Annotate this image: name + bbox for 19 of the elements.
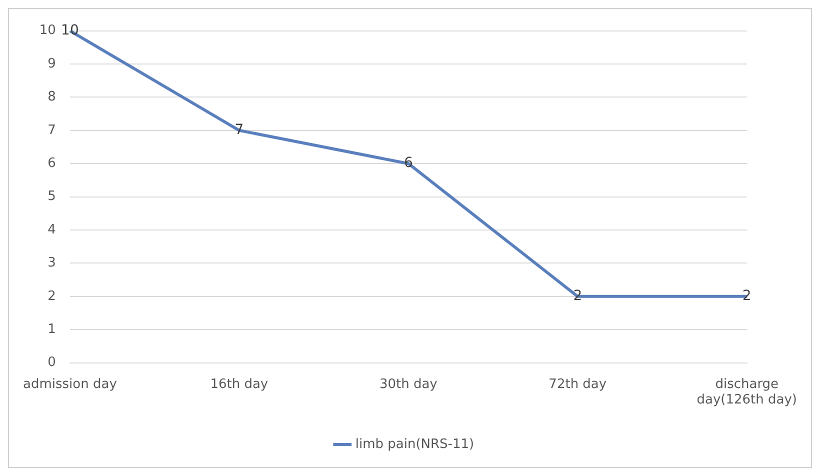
y-tick-label: 5 bbox=[48, 189, 56, 204]
legend-label: limb pain(NRS-11) bbox=[355, 436, 474, 452]
y-tick-label: 8 bbox=[48, 90, 56, 105]
x-tick-label: 16th day bbox=[210, 376, 268, 392]
y-tick-label: 6 bbox=[48, 156, 56, 171]
data-label: 2 bbox=[742, 288, 752, 304]
y-tick-label: 9 bbox=[48, 56, 56, 72]
x-tick-label: 72th day bbox=[548, 376, 607, 392]
x-tick-label: admission day bbox=[23, 376, 118, 392]
x-tick-label: discharge day(126th day) bbox=[696, 376, 797, 408]
y-tick-label: 10 bbox=[39, 23, 56, 38]
y-tick-label: 4 bbox=[48, 222, 56, 238]
y-tick-label: 2 bbox=[48, 288, 56, 304]
y-tick-label: 7 bbox=[48, 122, 56, 138]
x-tick-label: 30th day bbox=[379, 376, 438, 392]
data-label: 10 bbox=[61, 22, 79, 38]
y-tick-label: 3 bbox=[48, 256, 56, 271]
y-tick-label: 0 bbox=[48, 355, 56, 370]
y-tick-label: 1 bbox=[48, 322, 56, 337]
